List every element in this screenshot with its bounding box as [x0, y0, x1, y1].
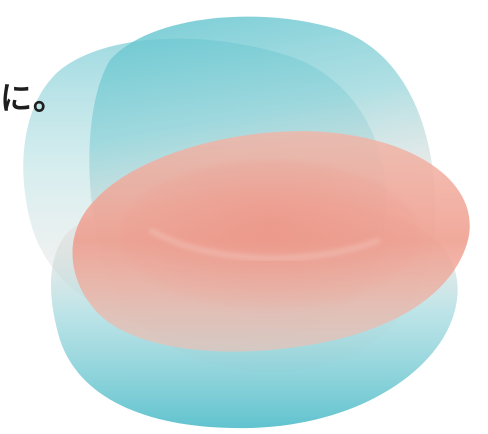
blob-highlight	[148, 227, 382, 262]
coral-glow	[120, 160, 420, 310]
headline-text: に。	[0, 79, 67, 117]
